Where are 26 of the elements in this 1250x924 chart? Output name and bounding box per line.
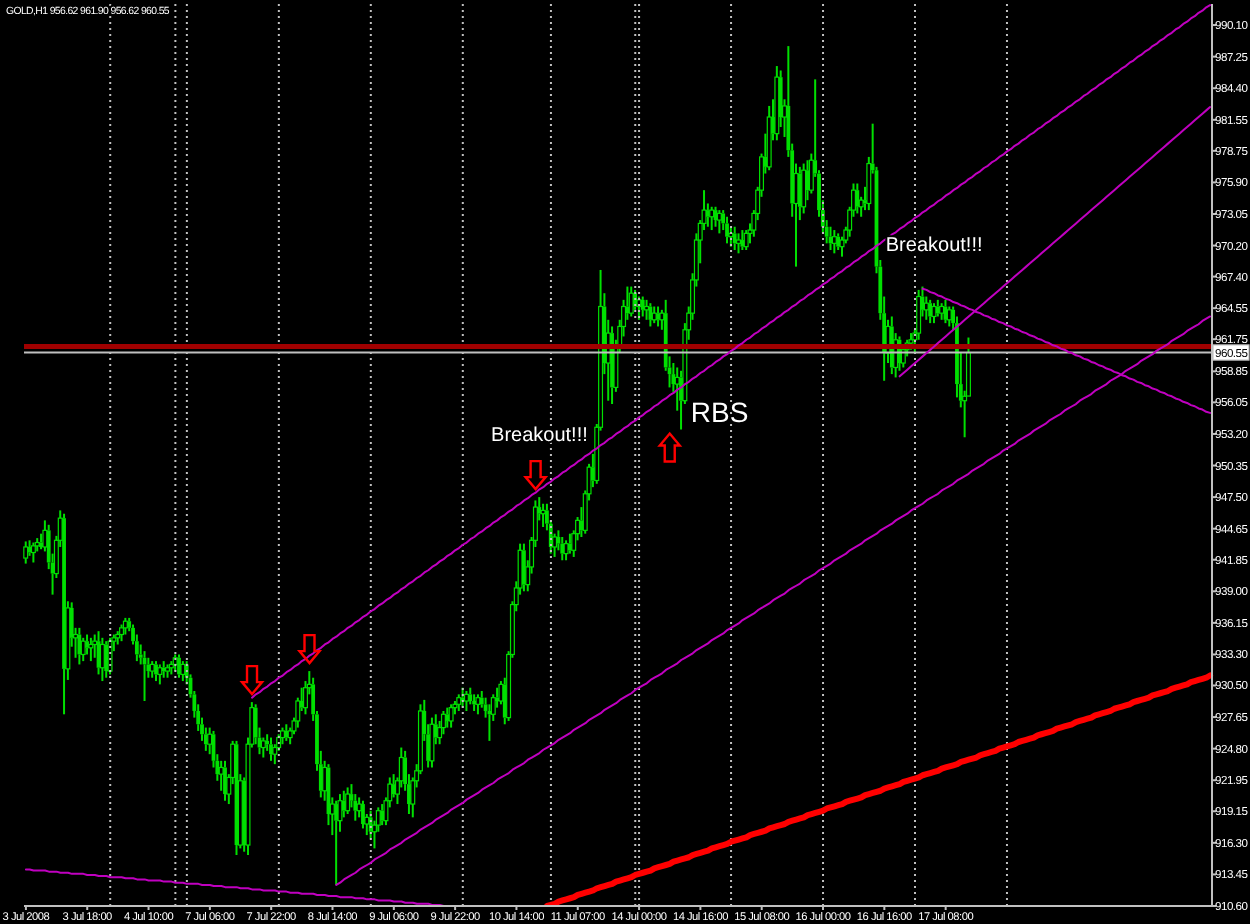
candlestick [353,793,358,822]
annotation: Breakout!!! [885,235,983,257]
candlestick [732,225,737,251]
candlestick [138,643,143,666]
candlestick [916,288,922,341]
candlestick [855,182,860,215]
candlestick [85,633,89,656]
candlestick [265,733,270,752]
candlestick [648,302,653,328]
annotation: Breakout!!! [491,425,588,447]
candlestick [625,285,630,321]
line-series [544,672,1214,906]
candlestick [479,690,484,709]
candlestick [522,542,526,593]
annotation: RBS [690,396,749,428]
candlestick [429,716,435,769]
candlestick [253,703,258,746]
candlestick [725,215,729,245]
candlestick [77,626,82,666]
candlestick [88,636,94,663]
candlestick [200,716,204,742]
candlestick [560,536,565,562]
candlestick [663,298,668,372]
candlestick [445,706,450,729]
candlestick [46,523,51,571]
candlestick [801,162,807,215]
